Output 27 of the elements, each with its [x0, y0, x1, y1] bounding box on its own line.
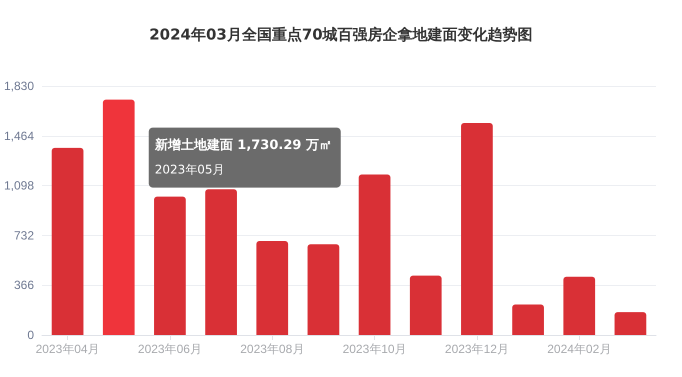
y-tick-label: 732 [14, 228, 34, 242]
bar [461, 123, 493, 335]
x-tick-label: 2023年04月 [36, 342, 100, 356]
x-tick-label: 2023年12月 [444, 342, 509, 356]
chart-title: 2024年03月全国重点70城百强房企拿地建面变化趋势图 [149, 26, 533, 44]
bar [205, 189, 237, 335]
bar [358, 174, 390, 335]
annotation: 新增土地建面 1,730.29 万㎡ [154, 137, 332, 154]
y-tick-label: 1,464 [4, 128, 34, 143]
x-tick-label: 2023年08月 [240, 342, 304, 356]
bar [154, 196, 186, 335]
annotation: 2023年05月 [154, 162, 225, 177]
bar [256, 240, 288, 335]
bar [563, 276, 596, 335]
x-tick-label: 2024年02月 [547, 342, 612, 356]
bar [102, 100, 135, 335]
y-tick-label: 1,098 [4, 178, 34, 193]
x-tick-label: 2023年06月 [138, 342, 202, 356]
x-tick-label: 2023年10月 [342, 342, 407, 356]
y-tick-label: 366 [14, 278, 34, 292]
bar [410, 276, 442, 335]
bar [512, 304, 544, 335]
bar [614, 312, 646, 335]
bar [52, 148, 84, 335]
bar [308, 244, 340, 335]
y-tick-label: 1,830 [4, 79, 34, 93]
y-tick-label: 0 [27, 328, 34, 342]
